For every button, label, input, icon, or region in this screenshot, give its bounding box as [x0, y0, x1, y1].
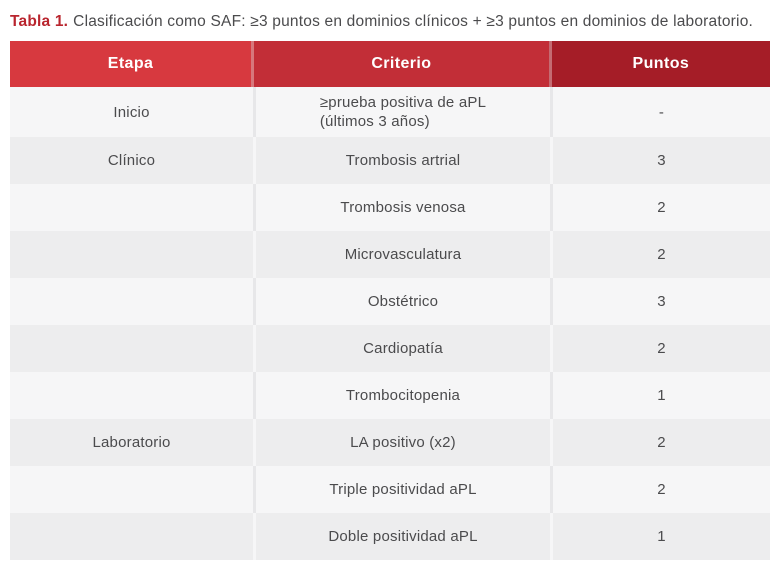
column-header-criterio: Criterio [251, 41, 549, 87]
criterio-text: Cardiopatía [363, 339, 443, 358]
cell-puntos: 2 [550, 184, 770, 231]
cell-criterio: ≥prueba positiva de aPL (últimos 3 años) [253, 87, 550, 137]
table-row: Obstétrico 3 [10, 278, 770, 325]
criterio-text: ≥prueba positiva de aPL (últimos 3 años) [320, 93, 486, 131]
criterio-line: Trombosis artrial [345, 151, 461, 169]
cell-etapa: Inicio [113, 103, 150, 121]
criterio-text: Obstétrico [368, 292, 438, 311]
table-caption: Tabla 1. Clasificación como SAF: ≥3 punto… [10, 11, 758, 32]
cell-puntos: 3 [550, 137, 770, 184]
table-row: Laboratorio LA positivo (x2) 2 [10, 419, 770, 466]
cell-etapa: Laboratorio [92, 434, 171, 451]
table-body: Inicio ≥prueba positiva de aPL (últimos 3 … [10, 87, 770, 560]
criterio-line: Cardiopatía [363, 339, 443, 357]
cell-puntos: 2 [550, 419, 770, 466]
saf-classification-table: Etapa Criterio Puntos Inicio ≥prueba posi… [10, 41, 770, 560]
criterio-text: Trombocitopenia [346, 386, 460, 405]
criterio-line: Obstétrico [367, 292, 439, 310]
cell-criterio: Trombosis venosa [253, 184, 550, 231]
cell-criterio: Microvasculatura [253, 231, 550, 278]
cell-etapa [10, 325, 253, 372]
criterio-line: Trombosis venosa [340, 198, 466, 216]
table-header-row: Etapa Criterio Puntos [10, 41, 770, 87]
cell-etapa [10, 231, 253, 278]
column-header-puntos: Puntos [548, 41, 770, 87]
cell-criterio: Trombosis artrial [253, 137, 550, 184]
cell-criterio: Triple positividad aPL [253, 466, 550, 513]
cell-etapa [10, 278, 253, 325]
table-row: Inicio ≥prueba positiva de aPL (últimos 3 … [10, 87, 770, 137]
cell-etapa [10, 466, 253, 513]
criterio-line: Trombocitopenia [345, 386, 461, 404]
column-header-etapa: Etapa [10, 41, 252, 87]
cell-criterio: LA positivo (x2) [253, 419, 550, 466]
criterio-text: Trombosis artrial [346, 151, 461, 170]
cell-puntos: 3 [550, 278, 770, 325]
criterio-line: (últimos 3 años) [319, 113, 430, 130]
cell-puntos: 1 [550, 372, 770, 419]
criterio-line: LA positivo (x2) [350, 433, 456, 451]
cell-puntos: 2 [550, 466, 770, 513]
table-caption-label: Tabla 1. [10, 13, 69, 30]
criterio-line: Microvasculatura [344, 245, 462, 263]
table-row: Cardiopatía 2 [10, 325, 770, 372]
cell-criterio: Obstétrico [253, 278, 550, 325]
cell-puntos: - [550, 87, 770, 137]
table-row: Trombocitopenia 1 [10, 372, 770, 419]
table-row: Clínico Trombosis artrial 3 [10, 137, 770, 184]
cell-puntos: 2 [550, 325, 770, 372]
cell-criterio: Cardiopatía [253, 325, 550, 372]
table-row: Triple positividad aPL 2 [10, 466, 770, 513]
criterio-line: Triple positividad aPL [329, 480, 477, 498]
criterio-text: Doble positividad aPL [328, 527, 477, 546]
cell-etapa [10, 184, 253, 231]
criterio-text: Triple positividad aPL [329, 480, 476, 499]
criterio-line: ≥prueba positiva de aPL [319, 93, 487, 111]
criterio-line: Doble positividad aPL [328, 527, 478, 545]
cell-puntos: 2 [550, 231, 770, 278]
cell-etapa: Clínico [107, 152, 156, 169]
cell-etapa [10, 513, 253, 560]
table-row: Doble positividad aPL 1 [10, 513, 770, 560]
criterio-text: Trombosis venosa [340, 198, 465, 217]
table-caption-text: Clasificación como SAF: ≥3 puntos en dom… [73, 13, 754, 30]
table-row: Trombosis venosa 2 [10, 184, 770, 231]
cell-criterio: Trombocitopenia [253, 372, 550, 419]
table-row: Microvasculatura 2 [10, 231, 770, 278]
criterio-text: Microvasculatura [345, 245, 462, 264]
criterio-text: LA positivo (x2) [350, 433, 456, 452]
cell-criterio: Doble positividad aPL [253, 513, 550, 560]
cell-etapa [10, 372, 253, 419]
cell-puntos: 1 [550, 513, 770, 560]
